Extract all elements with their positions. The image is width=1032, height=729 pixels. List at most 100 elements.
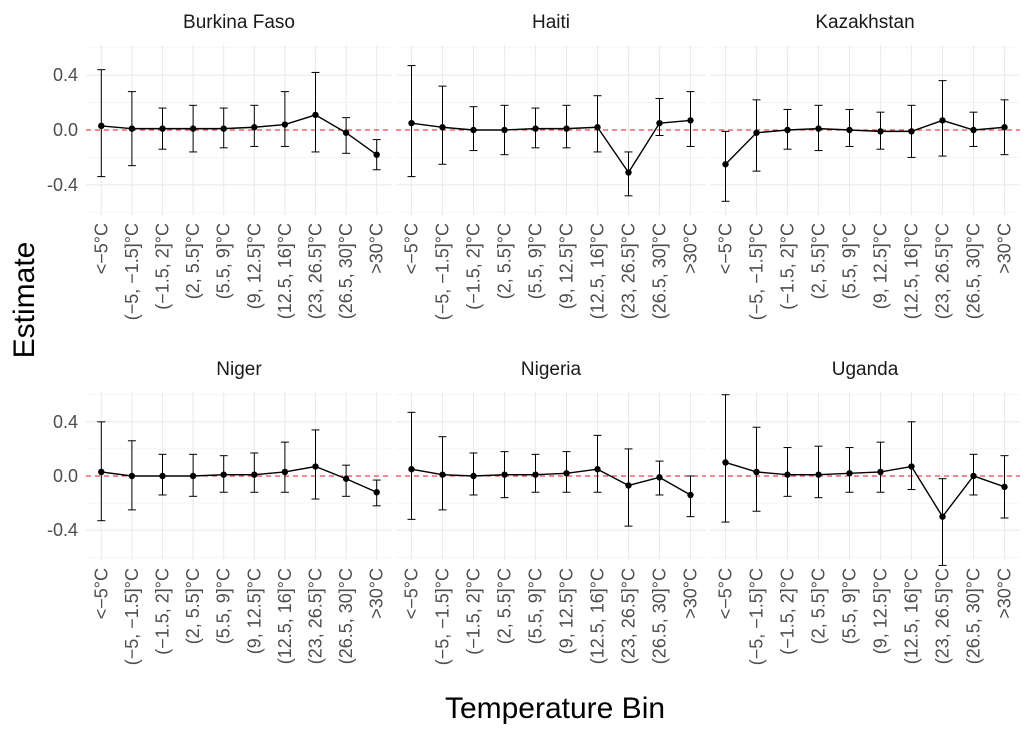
y-tick-label: 0.0	[53, 466, 78, 486]
data-point	[501, 126, 508, 134]
x-tick-label: >30°C	[681, 568, 701, 619]
x-tick-label: (−5, −1.5]°C	[433, 223, 453, 320]
facet-title: Haiti	[532, 12, 570, 33]
x-tick-label: (−1.5, 2]°C	[778, 568, 798, 655]
error-bar	[907, 421, 916, 491]
data-point	[722, 459, 729, 466]
x-tick-label: (−5, −1.5]°C	[433, 568, 453, 665]
series-line	[725, 461, 1005, 518]
panel-burkina-faso: Burkina Faso 0.4 0.0 -0.4 <−5°C (−5, −1.5]°C (…	[47, 12, 392, 320]
data-point	[722, 161, 729, 168]
error-bar	[845, 447, 854, 493]
data-point	[189, 472, 197, 480]
data-point	[281, 468, 289, 476]
x-tick-label: (26.5, 30]°C	[650, 223, 670, 319]
data-point	[439, 471, 446, 478]
x-tick-label: (23, 26.5]°C	[933, 568, 953, 664]
y-tick-label: 0.4	[53, 65, 78, 85]
data-point	[908, 128, 915, 135]
x-tick-label: (−5, −1.5]°C	[747, 568, 767, 665]
data-point	[815, 125, 822, 132]
x-tick-label: (12.5, 16]°C	[902, 568, 922, 664]
x-tick-label: >30°C	[995, 223, 1015, 274]
data-point	[846, 126, 853, 134]
data-point	[251, 124, 258, 131]
x-tick-label: (23, 26.5]°C	[306, 223, 326, 319]
panel-uganda: Uganda <−5°C (−5, −1.5]°C (−1.5, 2]°C (2, 5.…	[710, 359, 1020, 665]
facet-title: Nigeria	[521, 359, 582, 380]
x-tick-label: <−5°C	[716, 568, 736, 619]
data-point	[532, 125, 539, 132]
x-tick-label: >30°C	[681, 223, 701, 274]
x-tick-label: (2, 5.5]°C	[495, 223, 515, 299]
data-point	[220, 471, 227, 478]
series-line	[101, 465, 377, 493]
x-tick-label: (9, 12.5]°C	[871, 223, 891, 309]
error-bar	[593, 95, 602, 153]
data-point	[877, 128, 884, 135]
x-tick-label: <−5°C	[91, 568, 111, 619]
data-point	[908, 463, 915, 470]
data-point	[753, 129, 760, 136]
x-tick-label: (26.5, 30]°C	[650, 568, 670, 664]
error-bar	[280, 91, 289, 147]
data-point	[408, 466, 415, 473]
data-point	[939, 117, 946, 124]
data-point	[532, 471, 539, 478]
error-bar	[407, 411, 416, 520]
x-tick-label: (−5, −1.5]°C	[122, 568, 142, 665]
x-tick-label: (5.5, 9]°C	[214, 568, 234, 644]
x-tick-label: (5.5, 9]°C	[840, 568, 860, 644]
x-tick-label: (9, 12.5]°C	[244, 223, 264, 309]
error-bar	[938, 478, 947, 566]
data-point	[373, 151, 380, 158]
data-point	[439, 124, 446, 131]
x-tick-label: (−1.5, 2]°C	[153, 568, 173, 655]
x-tick-label: (9, 12.5]°C	[557, 223, 577, 309]
data-point	[501, 471, 508, 478]
x-tick-label: (12.5, 16]°C	[588, 223, 608, 319]
facet-title: Kazakhstan	[815, 12, 914, 33]
data-point	[159, 472, 166, 480]
data-point	[939, 513, 946, 520]
data-point	[470, 126, 477, 134]
series-line	[411, 468, 691, 496]
data-point	[687, 491, 694, 499]
x-tick-label: (5.5, 9]°C	[840, 223, 860, 299]
data-point	[159, 125, 166, 132]
x-tick-label: (12.5, 16]°C	[275, 223, 295, 319]
panel-haiti: Haiti <−5°C (−5, −1.5]°C (−1.5, 2]°C (2, 5.5…	[396, 12, 706, 320]
y-tick-label: -0.4	[47, 175, 78, 195]
x-tick-label: <−5°C	[91, 223, 111, 274]
error-bar	[721, 394, 730, 523]
x-tick-label: <−5°C	[402, 568, 422, 619]
data-point	[846, 470, 853, 477]
data-point	[970, 472, 977, 480]
x-tick-label: (12.5, 16]°C	[275, 568, 295, 664]
x-tick-label: (26.5, 30]°C	[336, 568, 356, 664]
y-tick-label: 0.4	[53, 412, 78, 432]
data-point	[563, 125, 570, 132]
x-tick-label: (9, 12.5]°C	[871, 568, 891, 654]
data-point	[656, 119, 663, 127]
x-tick-label: (2, 5.5]°C	[495, 568, 515, 644]
x-tick-label: <−5°C	[716, 223, 736, 274]
data-point	[594, 466, 601, 473]
x-tick-label: <−5°C	[402, 223, 422, 274]
data-point	[784, 471, 791, 478]
data-point	[753, 468, 760, 476]
facet-title: Uganda	[832, 359, 899, 380]
data-point	[877, 468, 884, 476]
data-point	[408, 119, 415, 127]
data-point	[342, 475, 350, 482]
data-point	[594, 124, 601, 131]
x-tick-label: (12.5, 16]°C	[588, 568, 608, 664]
data-point	[312, 463, 319, 470]
x-tick-label: (5.5, 9]°C	[526, 568, 546, 644]
x-tick-label: (12.5, 16]°C	[902, 223, 922, 319]
x-tick-label: (23, 26.5]°C	[933, 223, 953, 319]
data-point	[563, 470, 570, 477]
y-axis-title: Estimate	[8, 242, 41, 359]
facet-title: Niger	[216, 359, 262, 380]
